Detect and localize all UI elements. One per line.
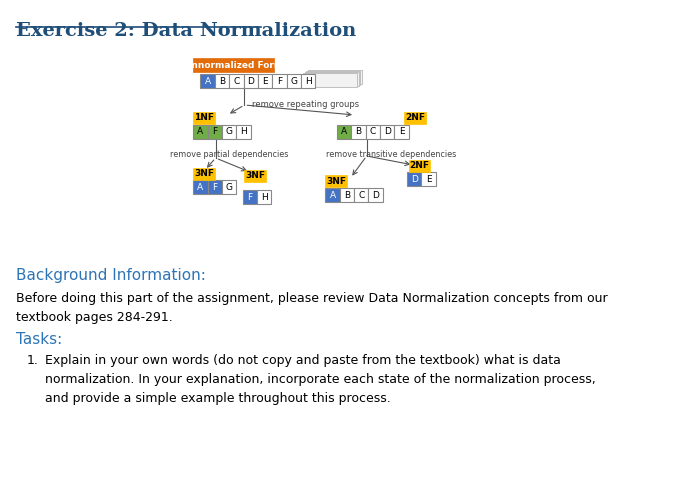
Text: F: F [212,128,218,137]
FancyBboxPatch shape [193,125,207,139]
FancyBboxPatch shape [422,172,436,186]
FancyBboxPatch shape [245,170,266,182]
FancyBboxPatch shape [243,190,257,204]
Text: G: G [290,77,297,86]
Text: 3NF: 3NF [326,176,346,185]
Text: E: E [263,77,268,86]
FancyBboxPatch shape [368,188,383,202]
Text: F: F [277,77,282,86]
FancyBboxPatch shape [301,74,315,88]
Text: A: A [205,77,211,86]
Text: 3NF: 3NF [245,171,265,180]
Text: D: D [411,174,417,183]
Text: F: F [212,182,218,192]
FancyBboxPatch shape [229,74,243,88]
FancyBboxPatch shape [306,71,360,85]
FancyBboxPatch shape [207,180,222,194]
Text: E: E [426,174,431,183]
Text: D: D [384,128,390,137]
FancyBboxPatch shape [308,70,362,84]
FancyBboxPatch shape [287,74,301,88]
FancyBboxPatch shape [215,74,229,88]
Text: G: G [226,128,233,137]
FancyBboxPatch shape [395,125,409,139]
FancyBboxPatch shape [272,74,287,88]
FancyBboxPatch shape [366,125,380,139]
Text: D: D [247,77,254,86]
FancyBboxPatch shape [193,180,207,194]
Text: B: B [219,77,225,86]
FancyBboxPatch shape [407,172,422,186]
FancyBboxPatch shape [193,168,215,180]
FancyBboxPatch shape [354,188,368,202]
Text: A: A [198,182,203,192]
FancyBboxPatch shape [351,125,366,139]
Text: C: C [358,191,364,200]
FancyBboxPatch shape [207,125,222,139]
Text: C: C [234,77,240,86]
Text: 1.: 1. [27,354,39,367]
FancyBboxPatch shape [258,74,272,88]
Text: 2NF: 2NF [410,161,430,170]
Text: H: H [305,77,312,86]
FancyBboxPatch shape [380,125,395,139]
Text: Background Information:: Background Information: [16,268,206,283]
Text: 1NF: 1NF [194,113,214,122]
FancyBboxPatch shape [222,180,236,194]
FancyBboxPatch shape [200,74,215,88]
Text: C: C [370,128,376,137]
Text: remove partial dependencies: remove partial dependencies [170,150,288,159]
Text: E: E [399,128,404,137]
Text: D: D [372,191,379,200]
Text: A: A [198,128,203,137]
Text: A: A [341,128,348,137]
FancyBboxPatch shape [325,188,340,202]
Text: A: A [330,191,336,200]
FancyBboxPatch shape [193,58,274,72]
Text: H: H [261,193,267,202]
Text: remove repeating groups: remove repeating groups [252,100,359,109]
Text: remove transitive dependencies: remove transitive dependencies [325,150,456,159]
Text: H: H [240,128,247,137]
Text: Exercise 2: Data Normalization: Exercise 2: Data Normalization [16,22,357,40]
Text: 3NF: 3NF [194,169,214,178]
FancyBboxPatch shape [404,112,426,124]
FancyBboxPatch shape [337,125,351,139]
Text: G: G [226,182,233,192]
Text: B: B [355,128,361,137]
FancyBboxPatch shape [409,160,430,172]
FancyBboxPatch shape [325,175,347,187]
FancyBboxPatch shape [222,125,236,139]
Text: 2NF: 2NF [405,113,425,122]
Text: Explain in your own words (do not copy and paste from the textbook) what is data: Explain in your own words (do not copy a… [45,354,596,405]
Text: Tasks:: Tasks: [16,332,62,347]
FancyBboxPatch shape [193,112,215,124]
FancyBboxPatch shape [303,73,357,87]
FancyBboxPatch shape [236,125,251,139]
FancyBboxPatch shape [340,188,354,202]
Text: B: B [344,191,350,200]
FancyBboxPatch shape [257,190,272,204]
Text: Before doing this part of the assignment, please review Data Normalization conce: Before doing this part of the assignment… [16,292,608,324]
Text: F: F [247,193,252,202]
FancyBboxPatch shape [305,72,359,86]
Text: Unnormalized Form: Unnormalized Form [184,60,283,70]
FancyBboxPatch shape [243,74,258,88]
